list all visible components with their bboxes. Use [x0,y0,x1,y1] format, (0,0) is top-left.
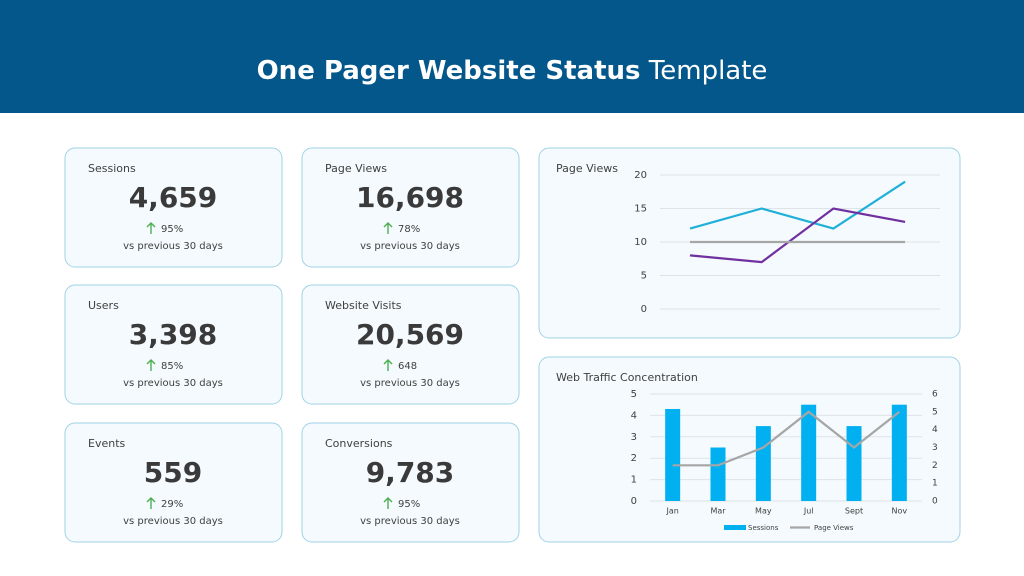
bar [710,447,726,501]
y-tick-label: 5 [631,389,637,400]
up-arrow [383,222,393,234]
y2-tick-label: 3 [932,443,938,453]
card-note: vs previous 30 days [360,241,460,252]
bar [846,426,862,501]
y-tick-label: 10 [634,237,647,248]
card-value: 9,783 [366,456,455,489]
header-band [0,0,1024,113]
y-tick-label: 0 [631,496,637,507]
page-title: One Pager Website Status Template [257,56,768,86]
chart-title: Web Traffic Concentration [556,371,698,384]
up-arrow [146,359,156,371]
x-tick-label: Mar [710,507,726,516]
x-tick-label: Sept [845,507,863,516]
card-change: 85% [161,361,183,372]
legend-label: Sessions [748,524,779,532]
y-tick-label: 1 [631,475,637,486]
card-change: 95% [398,499,420,510]
y2-tick-label: 0 [932,497,938,507]
bar [801,404,817,501]
title-rest: Template [648,56,768,86]
card-label: Page Views [325,162,387,175]
x-tick-label: Jul [803,507,814,516]
card-label: Website Visits [325,299,402,312]
up-arrow [146,222,156,234]
y-tick-label: 20 [634,170,647,181]
card [64,284,283,405]
chart-title: Page Views [556,162,618,175]
bar [891,404,907,501]
card-value: 16,698 [356,181,464,214]
title-strong: One Pager Website Status [257,56,641,86]
legend-label: Page Views [814,524,854,532]
card [64,422,283,543]
card-change: 648 [398,361,417,372]
card-value: 3,398 [129,318,218,351]
legend-swatch [724,525,746,530]
up-arrow [146,497,156,509]
x-tick-label: May [755,507,772,516]
card [301,284,520,405]
card-label: Conversions [325,437,393,450]
card-note: vs previous 30 days [123,241,223,252]
card-change: 78% [398,224,420,235]
x-tick-label: Jan [665,507,678,516]
y2-tick-label: 6 [932,390,938,400]
card-note: vs previous 30 days [360,378,460,389]
line-series [689,180,906,230]
y-tick-label: 15 [634,204,647,215]
line-series [672,410,901,467]
y2-tick-label: 1 [932,479,938,489]
y2-tick-label: 4 [932,425,938,435]
y2-tick-label: 5 [932,407,938,417]
y-tick-label: 3 [631,432,637,443]
card-note: vs previous 30 days [123,378,223,389]
y-tick-label: 5 [641,271,647,282]
card [301,422,520,543]
line-series [689,207,906,264]
card-label: Users [88,299,119,312]
card-label: Sessions [88,162,136,175]
card [64,147,283,268]
y-tick-label: 0 [641,304,647,315]
y-tick-label: 2 [631,453,637,464]
card-note: vs previous 30 days [360,516,460,527]
card-note: vs previous 30 days [123,516,223,527]
y-tick-label: 4 [631,410,637,421]
up-arrow [383,497,393,509]
card-label: Events [88,437,126,450]
x-tick-label: Nov [892,507,908,516]
card-change: 29% [161,499,183,510]
card-value: 559 [144,456,202,489]
bar [755,426,771,501]
card-value: 4,659 [129,181,218,214]
bar [665,408,681,501]
card-change: 95% [161,224,183,235]
card [301,147,520,268]
up-arrow [383,359,393,371]
y2-tick-label: 2 [932,461,938,471]
card-value: 20,569 [356,318,464,351]
